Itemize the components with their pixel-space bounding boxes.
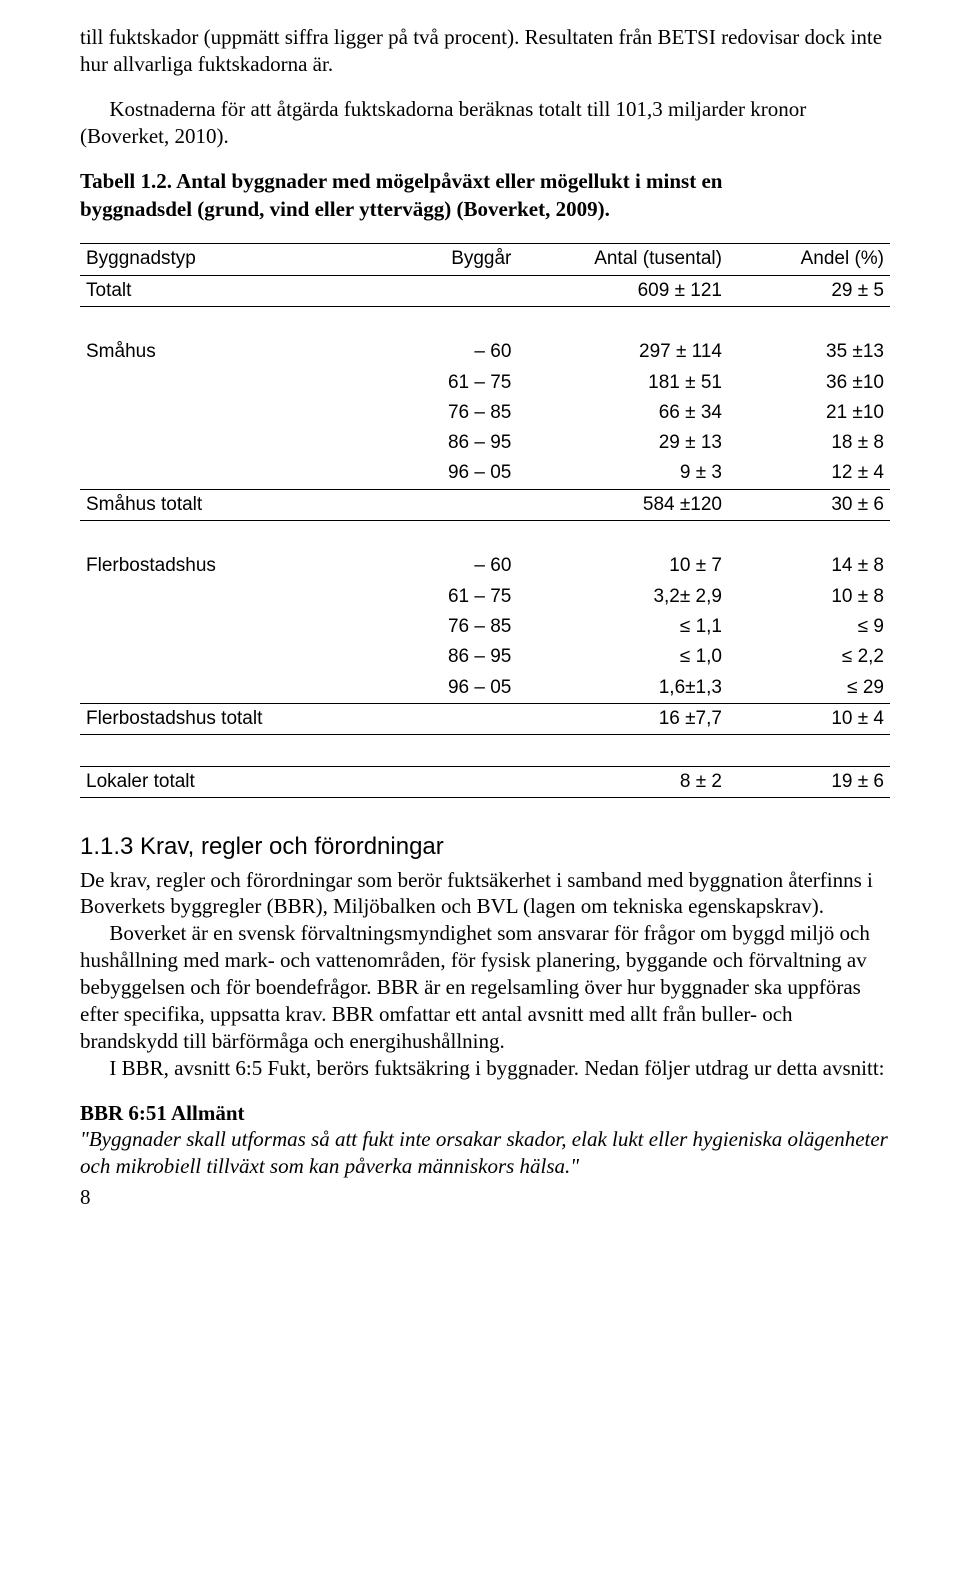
table-row: 96 – 059 ± 312 ± 4 — [80, 458, 890, 489]
table-spacer — [80, 521, 890, 552]
col-header-antal: Antal (tusental) — [517, 244, 728, 275]
bbr-heading: BBR 6:51 Allmänt — [80, 1100, 890, 1127]
table-cell: 181 ± 51 — [517, 368, 728, 398]
section-heading: 1.1.3 Krav, regler och förordningar — [80, 832, 890, 863]
paragraph-5: I BBR, avsnitt 6:5 Fukt, berörs fuktsäkr… — [80, 1055, 890, 1082]
table-cell: 10 ± 4 — [728, 703, 890, 734]
table-cell: – 60 — [355, 551, 517, 581]
table-cell: 96 – 05 — [355, 673, 517, 704]
table-row: 76 – 8566 ± 3421 ±10 — [80, 398, 890, 428]
table-cell: ≤ 1,1 — [517, 612, 728, 642]
bbr-quote: "Byggnader skall utformas så att fukt in… — [80, 1126, 890, 1180]
table-cell: 3,2± 2,9 — [517, 582, 728, 612]
data-table: Byggnadstyp Byggår Antal (tusental) Ande… — [80, 243, 890, 798]
table-row: 61 – 75181 ± 5136 ±10 — [80, 368, 890, 398]
table-row — [80, 735, 890, 766]
table-cell: 18 ± 8 — [728, 428, 890, 458]
table-cell — [80, 368, 355, 398]
table-cell — [355, 766, 517, 797]
table-cell: 35 ±13 — [728, 337, 890, 367]
table-cell: ≤ 9 — [728, 612, 890, 642]
table-cell: 584 ±120 — [517, 489, 728, 520]
table-row: Småhus totalt 584 ±12030 ± 6 — [80, 489, 890, 520]
table-cell: 609 ± 121 — [517, 275, 728, 306]
table-cell: Totalt — [80, 275, 355, 306]
table-row — [80, 521, 890, 552]
table-cell: 297 ± 114 — [517, 337, 728, 367]
table-cell: 30 ± 6 — [728, 489, 890, 520]
table-cell: 10 ± 7 — [517, 551, 728, 581]
document-page: till fuktskador (uppmätt siffra ligger p… — [0, 0, 960, 1575]
table-header-row: Byggnadstyp Byggår Antal (tusental) Ande… — [80, 244, 890, 275]
table-cell: Flerbostadshus totalt — [80, 703, 355, 734]
table-cell — [80, 458, 355, 489]
table-cell: 19 ± 6 — [728, 766, 890, 797]
table-row: Flerbostadshus– 6010 ± 714 ± 8 — [80, 551, 890, 581]
table-row: Lokaler totalt 8 ± 219 ± 6 — [80, 766, 890, 797]
table-row: 86 – 95≤ 1,0≤ 2,2 — [80, 642, 890, 672]
page-number: 8 — [80, 1184, 890, 1211]
table-cell: ≤ 29 — [728, 673, 890, 704]
table-cell: 61 – 75 — [355, 582, 517, 612]
table-cell — [80, 582, 355, 612]
table-cell: 76 – 85 — [355, 398, 517, 428]
table-cell: – 60 — [355, 337, 517, 367]
col-header-byggnadstyp: Byggnadstyp — [80, 244, 355, 275]
table-cell: 96 – 05 — [355, 458, 517, 489]
table-cell: 29 ± 13 — [517, 428, 728, 458]
table-row: Totalt 609 ± 12129 ± 5 — [80, 275, 890, 306]
table-cell: 14 ± 8 — [728, 551, 890, 581]
table-cell — [80, 428, 355, 458]
table-cell: 61 – 75 — [355, 368, 517, 398]
table-caption-line2: byggnadsdel (grund, vind eller yttervägg… — [80, 196, 890, 223]
col-header-byggar: Byggår — [355, 244, 517, 275]
table-cell: 36 ±10 — [728, 368, 890, 398]
table-spacer — [80, 306, 890, 337]
table-cell: 12 ± 4 — [728, 458, 890, 489]
table-cell: 10 ± 8 — [728, 582, 890, 612]
table-cell: 86 – 95 — [355, 642, 517, 672]
table-cell — [80, 398, 355, 428]
table-cell: 76 – 85 — [355, 612, 517, 642]
table-cell — [80, 673, 355, 704]
table-cell: 29 ± 5 — [728, 275, 890, 306]
table-cell: 1,6±1,3 — [517, 673, 728, 704]
table-cell — [355, 489, 517, 520]
paragraph-4: Boverket är en svensk förvaltningsmyndig… — [80, 920, 890, 1054]
table-cell — [355, 275, 517, 306]
table-row: 86 – 9529 ± 1318 ± 8 — [80, 428, 890, 458]
table-cell: Småhus — [80, 337, 355, 367]
table-caption-line1: Tabell 1.2. Antal byggnader med mögelpåv… — [80, 168, 890, 195]
paragraph-1: till fuktskador (uppmätt siffra ligger p… — [80, 24, 890, 78]
table-cell — [80, 642, 355, 672]
paragraph-3: De krav, regler och förordningar som ber… — [80, 867, 890, 921]
table-cell: 21 ±10 — [728, 398, 890, 428]
table-row — [80, 306, 890, 337]
table-cell: 86 – 95 — [355, 428, 517, 458]
table-cell: 9 ± 3 — [517, 458, 728, 489]
table-cell — [80, 612, 355, 642]
table-row: 76 – 85≤ 1,1≤ 9 — [80, 612, 890, 642]
table-cell: Flerbostadshus — [80, 551, 355, 581]
col-header-andel: Andel (%) — [728, 244, 890, 275]
table-cell: ≤ 2,2 — [728, 642, 890, 672]
paragraph-2: Kostnaderna för att åtgärda fuktskadorna… — [80, 96, 890, 150]
table-cell: 16 ±7,7 — [517, 703, 728, 734]
table-row: 96 – 051,6±1,3≤ 29 — [80, 673, 890, 704]
table-row: Flerbostadshus totalt 16 ±7,710 ± 4 — [80, 703, 890, 734]
table-spacer — [80, 735, 890, 766]
table-cell: ≤ 1,0 — [517, 642, 728, 672]
table-cell: Småhus totalt — [80, 489, 355, 520]
table-cell: Lokaler totalt — [80, 766, 355, 797]
table-row: 61 – 753,2± 2,910 ± 8 — [80, 582, 890, 612]
table-cell: 8 ± 2 — [517, 766, 728, 797]
table-cell — [355, 703, 517, 734]
table-cell: 66 ± 34 — [517, 398, 728, 428]
table-row: Småhus– 60297 ± 11435 ±13 — [80, 337, 890, 367]
